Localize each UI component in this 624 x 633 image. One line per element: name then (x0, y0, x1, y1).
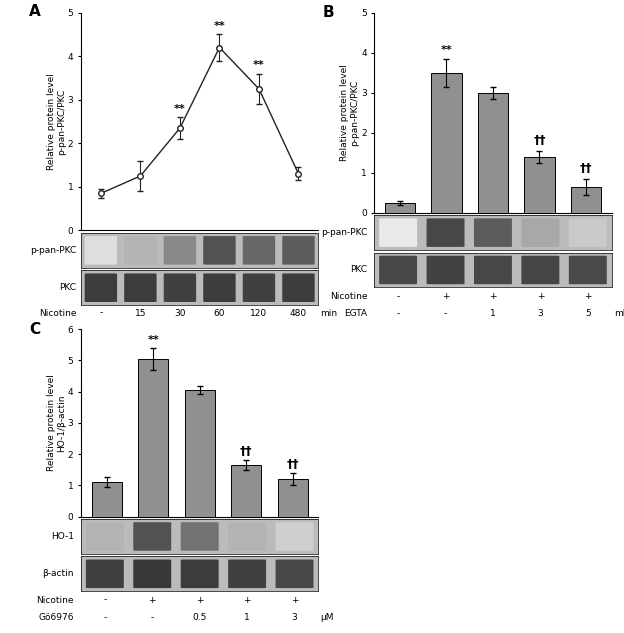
Text: Gö6976: Gö6976 (39, 613, 74, 622)
FancyBboxPatch shape (427, 256, 464, 284)
FancyBboxPatch shape (379, 256, 417, 284)
Text: p-pan-PKC: p-pan-PKC (321, 228, 368, 237)
Y-axis label: Relative protein level
HO-1/β-actin: Relative protein level HO-1/β-actin (47, 374, 66, 472)
Bar (185, 390, 215, 517)
FancyBboxPatch shape (569, 218, 607, 247)
Text: ††: †† (286, 458, 299, 471)
Text: 1: 1 (244, 613, 250, 622)
FancyBboxPatch shape (86, 522, 124, 551)
Text: EGTA: EGTA (344, 310, 368, 318)
Text: 480: 480 (290, 308, 307, 318)
FancyBboxPatch shape (569, 256, 607, 284)
Bar (231, 465, 261, 517)
Y-axis label: Relative protein level
p-pan-PKC/PKC: Relative protein level p-pan-PKC/PKC (340, 64, 359, 161)
FancyBboxPatch shape (474, 218, 512, 247)
Bar (138, 359, 168, 517)
FancyBboxPatch shape (86, 560, 124, 588)
FancyBboxPatch shape (243, 236, 275, 265)
Text: 1: 1 (490, 310, 496, 318)
Text: **: ** (174, 104, 186, 114)
FancyBboxPatch shape (134, 560, 171, 588)
Text: p-pan-PKC: p-pan-PKC (30, 246, 76, 255)
Text: PKC: PKC (59, 283, 76, 292)
FancyBboxPatch shape (474, 256, 512, 284)
Text: -: - (396, 310, 400, 318)
Text: +: + (442, 292, 449, 301)
FancyBboxPatch shape (243, 273, 275, 302)
Text: 60: 60 (213, 308, 225, 318)
Text: 30: 30 (174, 308, 186, 318)
Text: PKC: PKC (350, 265, 368, 275)
Text: +: + (584, 292, 592, 301)
Bar (278, 479, 308, 517)
Text: Nicotine: Nicotine (330, 292, 368, 301)
Bar (431, 73, 462, 213)
FancyBboxPatch shape (181, 560, 218, 588)
Bar (478, 92, 508, 213)
Text: +: + (243, 596, 251, 605)
Text: mM: mM (614, 310, 624, 318)
FancyBboxPatch shape (134, 522, 171, 551)
FancyBboxPatch shape (228, 560, 266, 588)
FancyBboxPatch shape (379, 218, 417, 247)
Text: -: - (150, 613, 154, 622)
FancyBboxPatch shape (276, 560, 313, 588)
Bar (92, 482, 122, 517)
Text: ††: †† (240, 445, 253, 458)
Text: ††: †† (580, 163, 592, 175)
Text: ††: †† (533, 134, 546, 147)
Text: -: - (103, 613, 107, 622)
Text: +: + (489, 292, 497, 301)
Text: Nicotine: Nicotine (39, 308, 76, 318)
Y-axis label: Relative protein level
p-pan-PKC/PKC: Relative protein level p-pan-PKC/PKC (47, 73, 66, 170)
Bar (385, 203, 415, 213)
FancyBboxPatch shape (163, 236, 196, 265)
FancyBboxPatch shape (181, 522, 218, 551)
FancyBboxPatch shape (124, 273, 157, 302)
Bar (524, 157, 555, 213)
Text: 0.5: 0.5 (192, 613, 207, 622)
Text: 120: 120 (250, 308, 268, 318)
FancyBboxPatch shape (427, 218, 464, 247)
Text: -: - (396, 292, 400, 301)
FancyBboxPatch shape (522, 256, 559, 284)
Text: **: ** (147, 335, 159, 346)
Text: 15: 15 (135, 308, 146, 318)
FancyBboxPatch shape (228, 522, 266, 551)
FancyBboxPatch shape (203, 236, 236, 265)
FancyBboxPatch shape (522, 218, 559, 247)
FancyBboxPatch shape (282, 273, 314, 302)
Text: +: + (149, 596, 156, 605)
FancyBboxPatch shape (124, 236, 157, 265)
FancyBboxPatch shape (282, 236, 314, 265)
Text: C: C (29, 322, 40, 337)
Text: β-actin: β-actin (42, 569, 74, 579)
Text: -: - (99, 308, 102, 318)
Text: **: ** (441, 46, 452, 56)
Text: μM: μM (321, 613, 334, 622)
FancyBboxPatch shape (85, 273, 117, 302)
Text: 3: 3 (537, 310, 544, 318)
FancyBboxPatch shape (163, 273, 196, 302)
Bar (571, 187, 601, 213)
Text: **: ** (213, 21, 225, 31)
Text: +: + (196, 596, 203, 605)
Text: 3: 3 (291, 613, 298, 622)
Text: HO-1: HO-1 (51, 532, 74, 541)
Text: 5: 5 (585, 310, 591, 318)
Text: B: B (322, 4, 334, 20)
Text: A: A (29, 4, 41, 19)
Text: +: + (537, 292, 544, 301)
Text: -: - (103, 596, 107, 605)
Text: -: - (444, 310, 447, 318)
FancyBboxPatch shape (85, 236, 117, 265)
Text: Nicotine: Nicotine (37, 596, 74, 605)
Text: min: min (321, 308, 338, 318)
Text: **: ** (253, 60, 265, 70)
FancyBboxPatch shape (203, 273, 236, 302)
Text: +: + (291, 596, 298, 605)
FancyBboxPatch shape (276, 522, 313, 551)
